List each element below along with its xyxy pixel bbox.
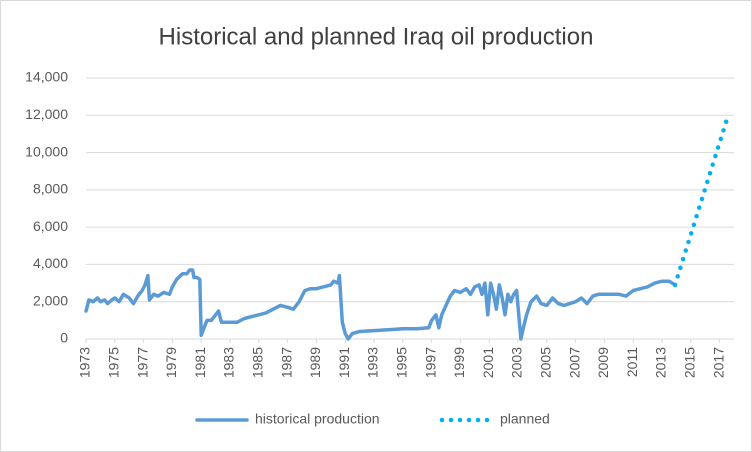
x-tick-label: 1979 — [163, 347, 179, 378]
x-tick-label: 1991 — [336, 347, 352, 378]
x-tick-label: 1993 — [365, 347, 381, 378]
x-tick-label: 1989 — [307, 347, 323, 378]
legend-label: historical production — [255, 411, 380, 427]
y-tick-label: 8,000 — [33, 181, 68, 197]
x-tick-label: 2007 — [566, 347, 582, 378]
y-tick-label: 12,000 — [25, 106, 68, 122]
x-tick-label: 2011 — [624, 347, 640, 377]
x-tick-label: 2009 — [595, 347, 611, 378]
x-tick-label: 2005 — [538, 347, 554, 378]
x-tick-label: 1987 — [278, 347, 294, 378]
x-tick-label: 1973 — [77, 347, 93, 378]
chart-title: Historical and planned Iraq oil producti… — [159, 23, 594, 50]
x-tick-label: 1985 — [250, 347, 266, 378]
x-tick-label: 1995 — [394, 347, 410, 378]
y-tick-label: 2,000 — [33, 292, 68, 308]
y-tick-label: 4,000 — [33, 255, 68, 271]
x-tick-label: 2003 — [509, 347, 525, 378]
series-line — [84, 268, 677, 341]
series-line — [672, 113, 731, 288]
x-tick-label: 1999 — [451, 347, 467, 378]
x-tick-label: 2013 — [653, 347, 669, 378]
y-tick-label: 14,000 — [25, 69, 68, 85]
y-tick-label: 0 — [60, 330, 68, 346]
y-tick-label: 10,000 — [25, 143, 68, 159]
x-tick-label: 2015 — [682, 347, 698, 378]
x-tick-label: 1997 — [422, 347, 438, 378]
x-tick-label: 1975 — [106, 347, 122, 378]
x-tick-label: 2017 — [710, 347, 726, 378]
y-tick-label: 6,000 — [33, 218, 68, 234]
legend-label: planned — [500, 411, 550, 427]
x-tick-label: 1981 — [192, 347, 208, 378]
x-tick-label: 1983 — [221, 347, 237, 378]
x-tick-label: 2001 — [480, 347, 496, 378]
x-tick-label: 1977 — [134, 347, 150, 378]
